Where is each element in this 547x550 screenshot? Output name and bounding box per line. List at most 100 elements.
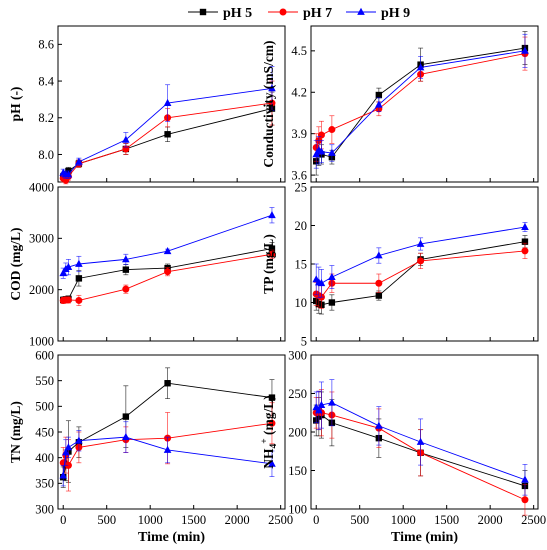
x-tick-label: 2500 <box>521 513 546 527</box>
data-point <box>164 131 171 138</box>
data-point <box>64 461 72 469</box>
data-point <box>268 419 276 427</box>
y-tick-label: 25 <box>295 180 308 194</box>
panel-1: 8.0 8.2 8.4 8.6 pH (-) <box>8 25 286 185</box>
data-point <box>268 250 276 258</box>
data-point <box>268 394 276 401</box>
panel-6: 100 150 200 250 300 0 500 1000 1500 2000 2500 NH4+ … <box>260 348 546 545</box>
plot-frame <box>57 354 286 510</box>
y-axis-label: NH4+ (mg/L) <box>260 395 279 469</box>
data-point <box>268 211 276 219</box>
panel-5: 300 350 400 450 500 550 600 0 500 1000 1500 2000 250… <box>8 348 293 545</box>
data-point <box>315 406 323 414</box>
data-point <box>375 279 383 287</box>
data-point <box>521 222 529 230</box>
plot-frame <box>57 186 286 342</box>
data-point <box>75 275 83 282</box>
legend-label: pH 5 <box>223 6 252 21</box>
data-point <box>163 98 172 106</box>
data-point <box>122 266 130 273</box>
data-point <box>268 84 276 92</box>
data-point <box>375 421 383 429</box>
y-axis-label: Conductivity (mS/cm) <box>261 40 276 167</box>
x-tick-label: 500 <box>97 513 116 527</box>
y-tick-label: 2000 <box>29 283 54 297</box>
data-point <box>416 239 425 247</box>
y-axis-label: TN (mg/L) <box>8 401 23 463</box>
legend-item-ph5: pH 5 <box>188 6 252 21</box>
y-tick-label: 3.6 <box>291 168 307 182</box>
series-ph7 <box>59 249 276 306</box>
data-point <box>328 148 336 156</box>
series-ph9 <box>59 421 276 487</box>
data-point <box>64 170 73 178</box>
data-point <box>164 380 171 387</box>
data-point <box>521 496 529 504</box>
y-axis-label: pH (-) <box>8 87 23 122</box>
y-tick-label: 8.6 <box>38 38 54 52</box>
legend-item-ph7: pH 7 <box>268 6 332 21</box>
series-line <box>315 241 526 306</box>
panels: 8.0 8.2 8.4 8.6 pH (-) 3.6 3.9 4.2 4.5 Conductivi… <box>8 25 546 545</box>
panel-2: 3.6 3.9 4.2 4.5 Conductivity (mS/cm) <box>261 25 539 183</box>
series-ph9 <box>59 66 276 179</box>
legend-marker <box>279 8 287 16</box>
data-point <box>59 471 68 479</box>
data-point <box>328 398 336 406</box>
data-point <box>521 475 529 483</box>
y-tick-label: 15 <box>295 257 308 271</box>
data-point <box>75 436 83 444</box>
x-tick-label: 2000 <box>478 513 503 527</box>
y-tick-label: 3.9 <box>291 127 307 141</box>
data-point <box>521 247 529 255</box>
data-point <box>375 91 383 99</box>
plot-frame <box>310 25 539 183</box>
y-tick-label: 8.0 <box>38 148 54 162</box>
data-point <box>62 448 70 456</box>
x-axis-label: Time (min) <box>138 530 205 545</box>
x-tick-label: 1500 <box>434 513 459 527</box>
data-point <box>317 147 326 155</box>
legend-marker <box>357 7 365 15</box>
data-point <box>312 150 321 158</box>
data-point <box>328 299 336 306</box>
series-ph9 <box>312 222 529 299</box>
y-tick-label: 250 <box>288 387 307 401</box>
series-ph9 <box>59 207 276 279</box>
y-axis-label: COD (mg/L) <box>8 227 23 300</box>
y-tick-label: 4.2 <box>291 86 307 100</box>
y-tick-label: 3000 <box>29 232 54 246</box>
legend-label: pH 9 <box>381 6 410 21</box>
y-tick-label: 400 <box>35 451 54 465</box>
y-tick-label: 5 <box>301 334 307 348</box>
data-point <box>122 432 130 441</box>
data-point <box>122 413 130 420</box>
y-tick-label: 150 <box>288 464 307 478</box>
data-point <box>64 296 72 304</box>
panel-3: 1000 2000 3000 4000 COD (mg/L) <box>8 180 286 348</box>
data-point <box>521 238 529 245</box>
data-point <box>375 100 383 108</box>
y-axis-label: TP (mg/L) <box>261 234 276 294</box>
x-tick-label: 1000 <box>138 513 163 527</box>
y-tick-label: 550 <box>35 374 54 388</box>
data-point <box>122 285 130 293</box>
y-tick-label: 300 <box>35 502 54 516</box>
data-point <box>317 279 326 287</box>
data-point <box>64 262 73 270</box>
data-point <box>268 245 276 252</box>
legend: pH 5 pH 7 pH 9 <box>188 6 410 21</box>
y-tick-label: 4.5 <box>291 44 307 58</box>
data-point <box>64 443 73 451</box>
data-point <box>416 437 425 445</box>
x-tick-label: 1000 <box>391 513 416 527</box>
data-point <box>164 268 172 276</box>
y-tick-label: 350 <box>35 477 54 491</box>
y-tick-label: 20 <box>295 219 308 233</box>
x-tick-label: 1500 <box>181 513 206 527</box>
y-tick-label: 8.4 <box>38 74 54 88</box>
data-point <box>521 46 529 54</box>
data-point <box>375 292 383 299</box>
x-tick-label: 0 <box>60 513 66 527</box>
